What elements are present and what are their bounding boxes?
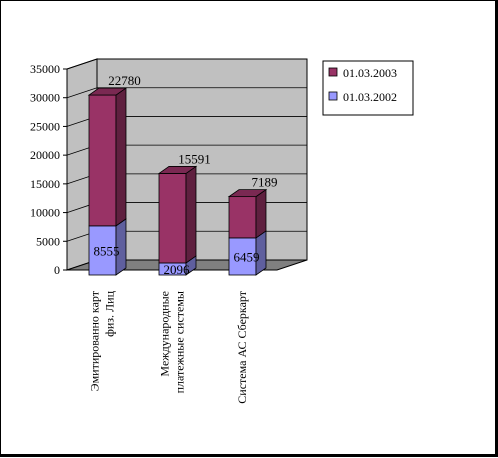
- legend-label: 01.03.2003: [343, 66, 397, 80]
- y-tick-label: 20000: [30, 148, 60, 162]
- y-tick-label: 35000: [30, 62, 60, 76]
- category-label: Международные: [158, 291, 172, 377]
- y-tick-label: 15000: [30, 177, 60, 191]
- y-tick-label: 0: [54, 263, 60, 277]
- data-label-01.03.2002: 8555: [94, 243, 120, 258]
- y-tick-label: 10000: [30, 206, 60, 220]
- data-label-01.03.2002: 6459: [234, 249, 260, 264]
- bar-series1-front: [88, 225, 117, 276]
- legend-label: 01.03.2002: [343, 90, 397, 104]
- bar-top: [227, 189, 268, 198]
- legend-swatch: [328, 91, 338, 101]
- x-axis-categories: Эмитированно карт физ. Лиц Международные пл…: [88, 290, 250, 403]
- legend-swatch: [328, 67, 338, 77]
- category-label: платежные системы: [173, 291, 187, 393]
- bar-top: [87, 87, 128, 96]
- legend-box: [322, 60, 414, 116]
- category-label: Эмитированно карт: [88, 290, 102, 391]
- y-tick-label: 30000: [30, 91, 60, 105]
- bar-side: [115, 87, 127, 227]
- category-label: физ. Лиц: [103, 290, 117, 336]
- data-labels: 8555 22780 2096 15591 6459 7189: [94, 73, 278, 277]
- gridline: [66, 58, 307, 70]
- gridline: [66, 87, 307, 99]
- bar-side: [185, 165, 197, 264]
- data-label-01.03.2002: 2096: [164, 262, 191, 277]
- bar-series2-front: [158, 173, 187, 264]
- y-tick-label: 25000: [30, 119, 60, 133]
- category-label: Система АС Сберкарт: [235, 290, 249, 403]
- data-label-01.03.2003: 22780: [108, 73, 141, 88]
- y-tick-label: 5000: [36, 234, 60, 248]
- data-label-01.03.2003: 7189: [252, 175, 278, 190]
- bar-side: [255, 188, 267, 239]
- bar-series2-front: [228, 196, 257, 239]
- bar-series2-front: [88, 94, 117, 227]
- legend: 01.03.2003 01.03.2002: [322, 60, 414, 116]
- data-label-01.03.2003: 15591: [178, 151, 211, 166]
- bar-top: [157, 166, 198, 174]
- bars: [87, 87, 268, 276]
